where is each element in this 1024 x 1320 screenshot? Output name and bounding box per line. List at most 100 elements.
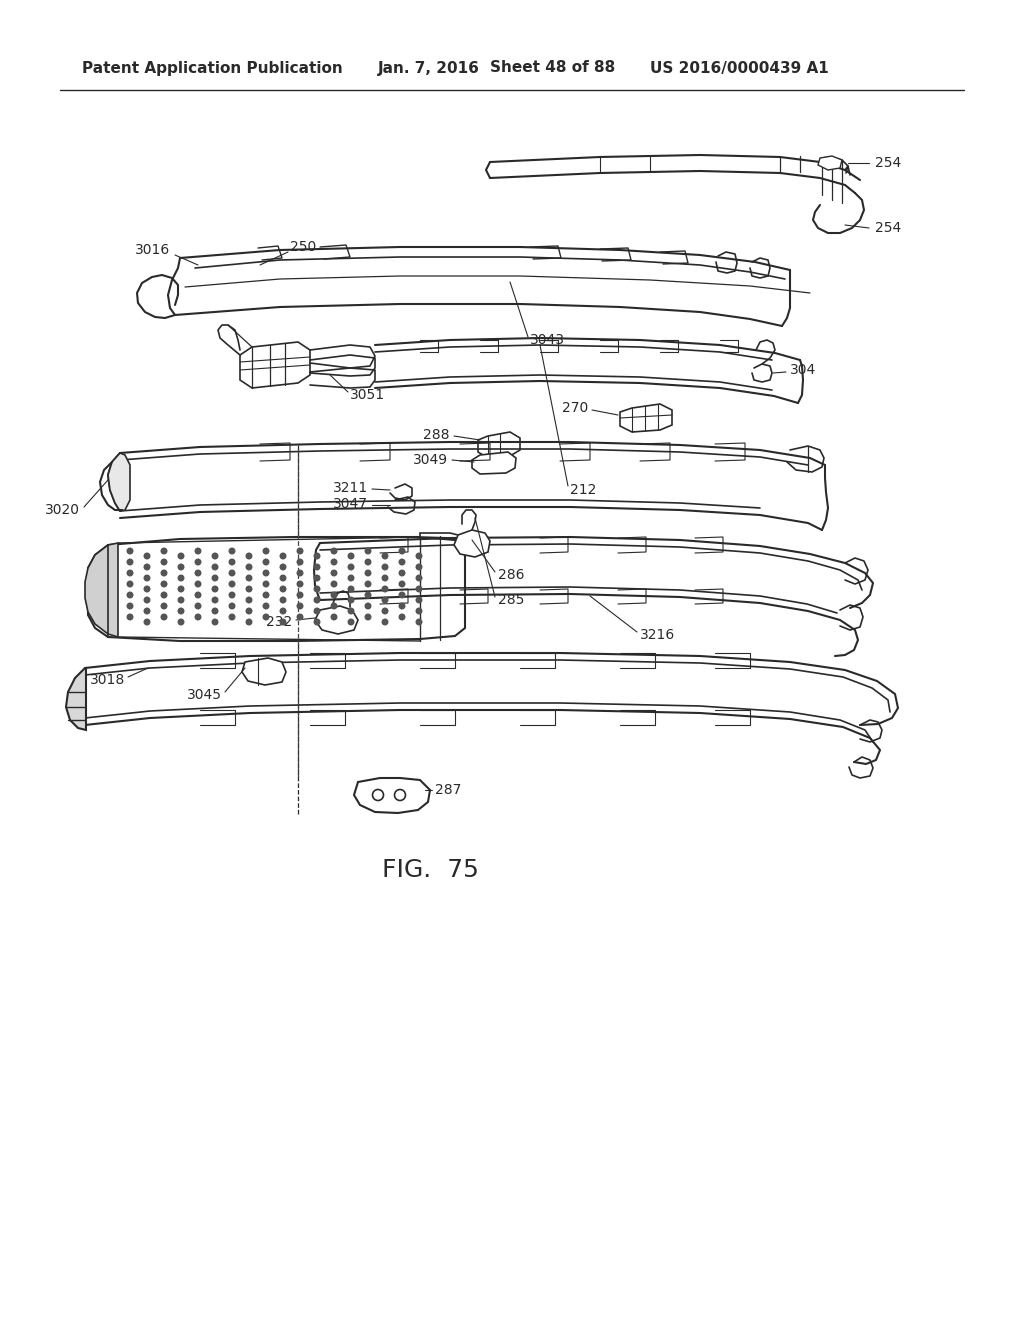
Circle shape (161, 602, 168, 610)
Circle shape (347, 564, 354, 570)
Circle shape (398, 581, 406, 587)
Circle shape (297, 581, 303, 587)
Circle shape (297, 614, 303, 620)
Circle shape (416, 586, 423, 593)
Circle shape (177, 574, 184, 582)
Circle shape (127, 614, 133, 620)
Circle shape (398, 602, 406, 610)
Circle shape (313, 564, 321, 570)
Circle shape (228, 581, 236, 587)
Circle shape (331, 548, 338, 554)
Polygon shape (315, 606, 358, 634)
Circle shape (262, 558, 269, 565)
Circle shape (262, 548, 269, 554)
Circle shape (161, 558, 168, 565)
Circle shape (143, 586, 151, 593)
Circle shape (195, 581, 202, 587)
Text: 3020: 3020 (45, 503, 80, 517)
Text: 3049: 3049 (413, 453, 449, 467)
Circle shape (365, 614, 372, 620)
Circle shape (143, 619, 151, 626)
Circle shape (313, 597, 321, 603)
Circle shape (280, 607, 287, 615)
Text: 3018: 3018 (90, 673, 125, 686)
Circle shape (212, 574, 218, 582)
Circle shape (195, 569, 202, 577)
Circle shape (143, 607, 151, 615)
Circle shape (398, 614, 406, 620)
Circle shape (331, 602, 338, 610)
Polygon shape (478, 432, 520, 458)
Circle shape (347, 597, 354, 603)
Circle shape (161, 581, 168, 587)
Circle shape (297, 558, 303, 565)
Text: 270: 270 (562, 401, 588, 414)
Circle shape (347, 586, 354, 593)
Circle shape (212, 586, 218, 593)
Polygon shape (420, 533, 465, 552)
Circle shape (382, 619, 388, 626)
Circle shape (177, 607, 184, 615)
Circle shape (347, 553, 354, 560)
Text: 3045: 3045 (187, 688, 222, 702)
Text: 287: 287 (435, 783, 462, 797)
Text: 288: 288 (424, 428, 450, 442)
Circle shape (313, 586, 321, 593)
Circle shape (297, 548, 303, 554)
Circle shape (161, 569, 168, 577)
Circle shape (280, 619, 287, 626)
Circle shape (127, 548, 133, 554)
Text: US 2016/0000439 A1: US 2016/0000439 A1 (650, 61, 828, 75)
Text: 304: 304 (790, 363, 816, 378)
Circle shape (228, 602, 236, 610)
Circle shape (262, 569, 269, 577)
Circle shape (365, 602, 372, 610)
Circle shape (347, 619, 354, 626)
Circle shape (297, 569, 303, 577)
Circle shape (398, 548, 406, 554)
Text: 212: 212 (570, 483, 596, 498)
Circle shape (246, 597, 253, 603)
Circle shape (212, 553, 218, 560)
Text: 3016: 3016 (135, 243, 170, 257)
Circle shape (177, 553, 184, 560)
Circle shape (262, 614, 269, 620)
Circle shape (143, 574, 151, 582)
Circle shape (212, 597, 218, 603)
Circle shape (280, 597, 287, 603)
Circle shape (212, 607, 218, 615)
Circle shape (416, 597, 423, 603)
Circle shape (382, 564, 388, 570)
Circle shape (331, 569, 338, 577)
Circle shape (143, 564, 151, 570)
Text: 285: 285 (498, 593, 524, 607)
Polygon shape (818, 156, 842, 170)
Circle shape (365, 581, 372, 587)
Circle shape (262, 581, 269, 587)
Circle shape (143, 553, 151, 560)
Circle shape (195, 614, 202, 620)
Polygon shape (354, 777, 430, 813)
Circle shape (246, 564, 253, 570)
Circle shape (416, 619, 423, 626)
Circle shape (212, 619, 218, 626)
Circle shape (331, 558, 338, 565)
Circle shape (262, 602, 269, 610)
Circle shape (398, 558, 406, 565)
Text: 3043: 3043 (530, 333, 565, 347)
Text: 3211: 3211 (333, 480, 368, 495)
Text: 250: 250 (290, 240, 316, 253)
Circle shape (297, 591, 303, 598)
Circle shape (228, 614, 236, 620)
Text: Patent Application Publication: Patent Application Publication (82, 61, 343, 75)
Polygon shape (66, 668, 86, 730)
Circle shape (161, 591, 168, 598)
Circle shape (382, 574, 388, 582)
Circle shape (280, 574, 287, 582)
Circle shape (228, 569, 236, 577)
Circle shape (398, 569, 406, 577)
Circle shape (313, 607, 321, 615)
Circle shape (313, 619, 321, 626)
Polygon shape (454, 531, 490, 557)
Circle shape (127, 569, 133, 577)
